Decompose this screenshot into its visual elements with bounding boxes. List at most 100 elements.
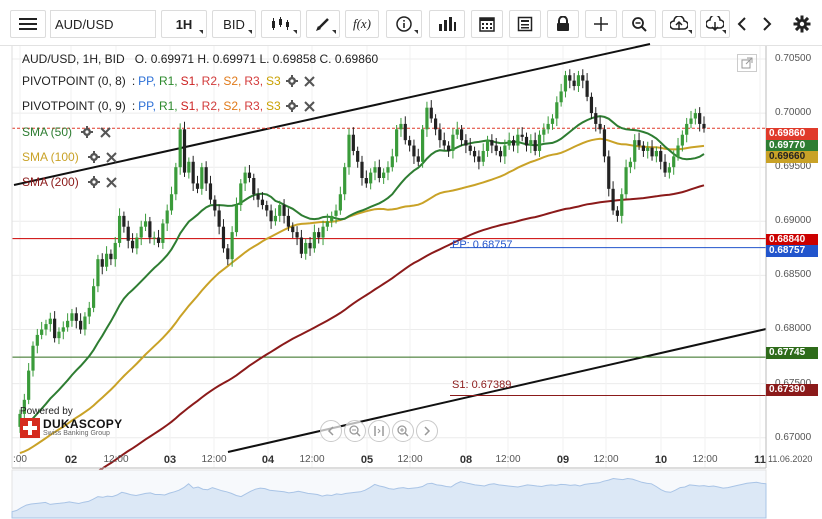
crosshair-button[interactable]	[585, 10, 617, 38]
chart-type-button[interactable]	[261, 10, 301, 38]
pivot-1-remove-button[interactable]	[303, 74, 317, 88]
pivot-2-settings-button[interactable]	[285, 99, 299, 113]
x-tick-label: 11.06.2020	[768, 454, 813, 464]
sma-100-legend: SMA (100)	[22, 150, 119, 164]
brand-subtitle: Swiss Banking Group	[43, 430, 110, 437]
candle	[429, 100, 433, 123]
pan-right-button[interactable]	[416, 420, 438, 442]
x-tick-label: 05	[360, 454, 374, 466]
sma-50-legend: SMA (50)	[22, 125, 112, 139]
sma-50-line	[19, 115, 705, 429]
candle	[685, 117, 689, 143]
pp-level-label: PP: 0.68757	[452, 239, 513, 251]
candle	[377, 159, 381, 183]
settings-button[interactable]	[788, 10, 816, 38]
candle	[472, 146, 477, 163]
upload-button[interactable]	[662, 10, 696, 38]
candle	[182, 121, 187, 177]
fit-button[interactable]	[368, 420, 390, 442]
function-icon: f(x)	[352, 16, 372, 31]
info-button[interactable]	[386, 10, 422, 38]
candle	[676, 137, 680, 161]
axes	[11, 46, 767, 469]
candle	[615, 206, 620, 222]
candle	[680, 130, 684, 152]
candle	[243, 166, 247, 191]
download-button[interactable]	[700, 10, 730, 38]
pivot-2-remove-button[interactable]	[303, 99, 317, 113]
menu-button[interactable]	[10, 10, 46, 38]
side-label: BID	[223, 16, 245, 32]
x-tick-label: 09	[556, 454, 570, 466]
gear-icon	[81, 126, 94, 138]
popout-button[interactable]	[737, 54, 757, 72]
candle	[79, 313, 83, 334]
candle	[321, 220, 325, 246]
candle	[226, 244, 230, 266]
candle	[390, 148, 394, 172]
zoom-button[interactable]	[622, 10, 656, 38]
sma-50-name: SMA (50)	[22, 125, 73, 139]
side-dropdown[interactable]: BID	[212, 10, 256, 38]
candle	[191, 155, 195, 191]
candle	[70, 308, 74, 327]
function-button[interactable]: f(x)	[345, 10, 379, 38]
candle	[451, 128, 455, 159]
sma-200-line	[19, 184, 705, 511]
candle	[83, 312, 87, 336]
sma-100-settings-button[interactable]	[87, 150, 101, 164]
candle	[247, 165, 252, 183]
sma-50-remove-button[interactable]	[98, 125, 112, 139]
sma-100-remove-button[interactable]	[105, 150, 119, 164]
report-button[interactable]	[509, 10, 541, 38]
candle	[66, 313, 70, 332]
sma-50-settings-button[interactable]	[80, 125, 94, 139]
candle	[702, 116, 706, 133]
candle	[533, 132, 537, 156]
sma-200-remove-button[interactable]	[105, 175, 119, 189]
zoom-in-button[interactable]	[392, 420, 414, 442]
overview-navigator[interactable]	[11, 469, 767, 519]
pivot-2-name: PIVOTPOINT (0, 9)	[22, 99, 126, 113]
close-icon	[304, 100, 315, 112]
scroll-right-button[interactable]	[756, 10, 778, 38]
y-tick-label: 0.69000	[775, 215, 812, 227]
close-icon	[106, 151, 117, 163]
indicators-icon	[439, 17, 456, 31]
candle	[109, 249, 113, 266]
close-icon	[106, 176, 117, 188]
candle	[464, 134, 468, 154]
gear-icon	[793, 15, 811, 33]
calendar-button[interactable]	[471, 10, 503, 38]
candle	[563, 70, 568, 98]
pan-left-button[interactable]	[320, 420, 342, 442]
timeframe-dropdown[interactable]: 1H	[161, 10, 207, 38]
indicators-button[interactable]	[429, 10, 465, 38]
candle	[96, 254, 100, 293]
zoom-out-button[interactable]	[344, 420, 366, 442]
pivot-legend-1: PIVOTPOINT (0, 8) : PP, R1, S1, R2, S2, …	[22, 74, 317, 88]
crosshair-icon	[594, 17, 608, 31]
candle	[511, 135, 516, 152]
ohlc-values: O. 0.69971 H. 0.69971 L. 0.69858 C. 0.69…	[134, 52, 379, 66]
candle	[91, 278, 96, 313]
candles	[18, 69, 706, 433]
sma-200-settings-button[interactable]	[87, 175, 101, 189]
candle	[650, 140, 654, 161]
candle	[481, 143, 485, 167]
sma-200-legend: SMA (200)	[22, 175, 119, 189]
symbol-input[interactable]	[50, 10, 156, 38]
candle	[477, 150, 481, 170]
candle	[338, 186, 342, 215]
scroll-left-button[interactable]	[731, 10, 753, 38]
draw-button[interactable]	[306, 10, 340, 38]
lock-button[interactable]	[547, 10, 579, 38]
candle	[187, 157, 191, 179]
pp-price-tag: 0.68757	[766, 245, 818, 257]
zoom-out-icon	[349, 425, 361, 437]
candle	[143, 213, 148, 232]
candle	[624, 159, 628, 199]
candle	[654, 146, 658, 163]
pivot-1-settings-button[interactable]	[285, 74, 299, 88]
